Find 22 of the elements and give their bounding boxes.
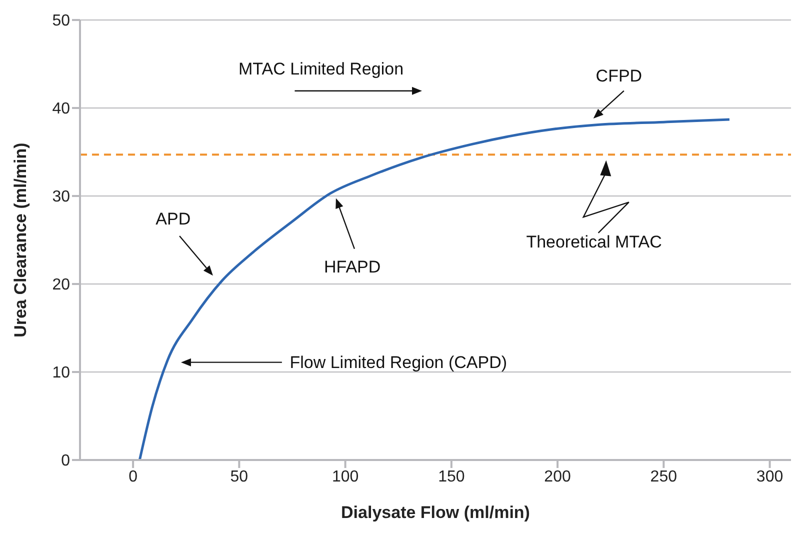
x-tick-label: 50 [230, 468, 248, 486]
annotation: Flow Limited Region (CAPD) [290, 352, 508, 372]
x-tick-label: 0 [128, 468, 138, 486]
y-tick-label: 20 [52, 276, 70, 294]
x-axis-title: Dialysate Flow (ml/min) [341, 503, 530, 522]
x-tick-label: 100 [332, 468, 359, 486]
annotation: APD [156, 209, 191, 228]
x-tick-label: 200 [544, 468, 571, 486]
annotation: HFAPD [324, 257, 381, 276]
x-tick-label: 150 [438, 468, 465, 486]
y-tick-label: 0 [61, 452, 70, 470]
y-tick-label: 50 [52, 12, 70, 30]
x-tick-label: 250 [650, 468, 678, 486]
x-tick-label: 300 [756, 468, 784, 486]
y-axis-title: Urea Clearance (ml/min) [11, 142, 30, 338]
line-series [138, 118, 731, 460]
y-tick-label: 40 [52, 100, 70, 118]
y-tick-label: 30 [52, 188, 70, 206]
annotation: MTAC Limited Region [238, 59, 404, 78]
annotation: CFPD [596, 66, 642, 86]
y-tick-label: 10 [52, 364, 70, 382]
annotation: Theoretical MTAC [526, 232, 662, 252]
